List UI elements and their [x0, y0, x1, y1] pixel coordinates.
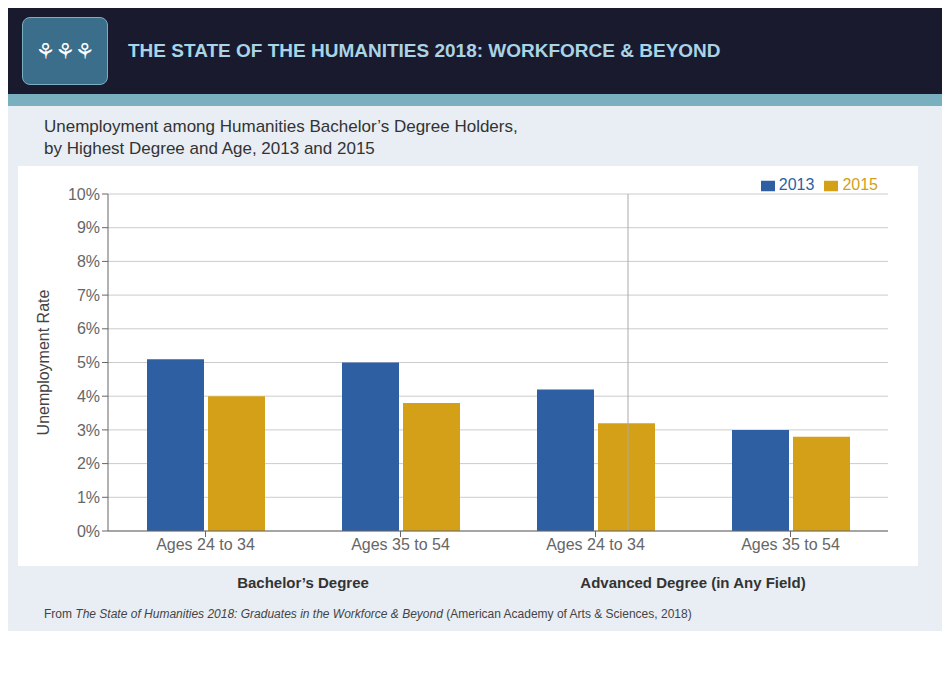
svg-text:7%: 7%: [77, 287, 100, 304]
svg-text:1%: 1%: [77, 489, 100, 506]
svg-text:4%: 4%: [77, 388, 100, 405]
svg-text:Ages 24 to 34: Ages 24 to 34: [156, 537, 255, 554]
html-text:Bachelor’s Degree: Bachelor’s Degree: [237, 574, 369, 592]
html-text:THE STATE OF THE HUMANITIES 20: THE STATE OF THE HUMANITIES 2018: WORKFO…: [128, 40, 721, 61]
svg-text:5%: 5%: [77, 354, 100, 371]
svg-text:10%: 10%: [68, 186, 100, 203]
svg-text:Ages 35 to 54: Ages 35 to 54: [351, 537, 450, 554]
svg-text:Ages 24 to 34: Ages 24 to 34: [546, 537, 645, 554]
html-text:Advanced Degree (in Any Field): Advanced Degree (in Any Field): [580, 574, 806, 592]
svg-text:3%: 3%: [77, 422, 100, 439]
html-text:From The State of Humanities 2: From The State of Humanities 2018: Gradu…: [44, 607, 692, 622]
svg-text:6%: 6%: [77, 321, 100, 338]
svg-text:2%: 2%: [77, 455, 100, 472]
html-text:2013: 2013: [778, 176, 815, 194]
svg-text:Ages 35 to 54: Ages 35 to 54: [741, 537, 840, 554]
html-text:Unemployment among Humanities: Unemployment among Humanities Bachelor’s…: [44, 117, 518, 159]
svg-text:8%: 8%: [77, 253, 100, 270]
svg-text:9%: 9%: [77, 220, 100, 237]
svg-text:0%: 0%: [77, 523, 100, 540]
svg-text:Unemployment Rate: Unemployment Rate: [35, 290, 52, 436]
html-text:2015: 2015: [842, 176, 878, 194]
